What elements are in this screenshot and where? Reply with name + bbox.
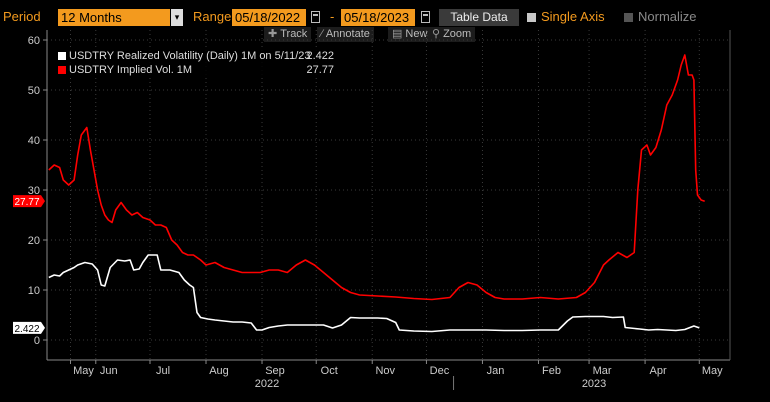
calendar-icon[interactable] xyxy=(311,11,320,23)
y-tick-label: 0 xyxy=(34,335,40,347)
chart-series xyxy=(48,54,705,333)
chart-gridlines xyxy=(47,30,730,360)
annotate-button[interactable]: ∕ Annotate xyxy=(317,27,374,42)
x-year-label: 2023 xyxy=(582,378,606,390)
last-value-label: 2.422 xyxy=(14,324,39,335)
x-tick-label: Dec xyxy=(430,365,450,377)
period-dropdown-arrow[interactable]: ▾ xyxy=(171,9,183,26)
chart-axes: 0 10 20 30 40 50 60 May Jun Jul Aug Sep Oct Nov Dec Jan… xyxy=(13,30,731,390)
range-separator: - xyxy=(330,9,335,24)
last-value-tag xyxy=(13,321,45,334)
x-tick-label: May xyxy=(73,365,94,377)
x-tick-label: Jan xyxy=(487,365,505,377)
y-tick-label: 50 xyxy=(28,85,40,97)
zoom-button[interactable]: ⚲ Zoom xyxy=(428,27,476,42)
range-end-date-input[interactable]: 05/18/2023 xyxy=(341,9,415,26)
single-axis-label: Single Axis xyxy=(541,9,605,24)
x-tick-label: Jun xyxy=(100,365,118,377)
pencil-icon: ∕ xyxy=(321,28,323,40)
legend-item-realized-vol[interactable]: USDTRY Realized Volatility (Daily) 1M on… xyxy=(55,49,337,63)
y-tick-label: 10 xyxy=(28,285,40,297)
legend-series-name: USDTRY Realized Volatility (Daily) 1M on… xyxy=(69,50,311,62)
toolbar: Period 12 Months ▾ Range 05/18/2022 - 05… xyxy=(0,0,770,34)
x-year-label: 2022 xyxy=(255,378,279,390)
normalize-label: Normalize xyxy=(638,9,697,24)
news-icon: ▤ xyxy=(392,28,403,40)
legend-swatch xyxy=(58,52,66,60)
annotate-label: Annotate xyxy=(325,28,370,40)
last-value-label: 27.77 xyxy=(14,197,39,208)
calendar-icon[interactable] xyxy=(421,11,430,23)
y-tick-label: 40 xyxy=(28,135,40,147)
chart-legend: USDTRY Realized Volatility (Daily) 1M on… xyxy=(55,49,337,77)
legend-series-name: USDTRY Implied Vol. 1M xyxy=(69,64,193,76)
legend-series-value: 27.77 xyxy=(306,64,334,76)
y-tick-label: 30 xyxy=(28,185,40,197)
zoom-label: Zoom xyxy=(443,28,472,40)
single-axis-checkbox[interactable] xyxy=(527,13,536,22)
period-select[interactable]: 12 Months xyxy=(58,9,170,26)
x-tick-label: Mar xyxy=(593,365,612,377)
legend-item-implied-vol[interactable]: USDTRY Implied Vol. 1M 27.77 xyxy=(55,63,337,77)
series-line xyxy=(48,254,700,333)
crosshair-icon: ✚ xyxy=(268,28,278,40)
x-tick-label: Aug xyxy=(209,365,229,377)
table-data-button[interactable]: Table Data xyxy=(439,9,519,26)
series-line xyxy=(48,54,705,301)
x-tick-label: Apr xyxy=(650,365,667,377)
y-tick-label: 20 xyxy=(28,235,40,247)
x-tick-label: Nov xyxy=(375,365,395,377)
last-value-tag xyxy=(13,195,45,208)
magnifier-icon: ⚲ xyxy=(432,28,441,40)
normalize-checkbox[interactable] xyxy=(624,13,633,22)
range-label: Range xyxy=(193,9,232,24)
x-tick-label: Jul xyxy=(156,365,170,377)
x-tick-label: Oct xyxy=(321,365,338,377)
x-tick-label: Sep xyxy=(265,365,285,377)
period-label: Period xyxy=(3,9,41,24)
legend-swatch xyxy=(58,66,66,74)
y-tick-label: 60 xyxy=(28,35,40,47)
track-label: Track xyxy=(280,28,308,40)
legend-series-value: 2.422 xyxy=(306,50,334,62)
x-tick-label: May xyxy=(702,365,723,377)
track-button[interactable]: ✚ Track xyxy=(264,27,312,42)
x-tick-label: Feb xyxy=(542,365,561,377)
range-start-date-input[interactable]: 05/18/2022 xyxy=(232,9,306,26)
